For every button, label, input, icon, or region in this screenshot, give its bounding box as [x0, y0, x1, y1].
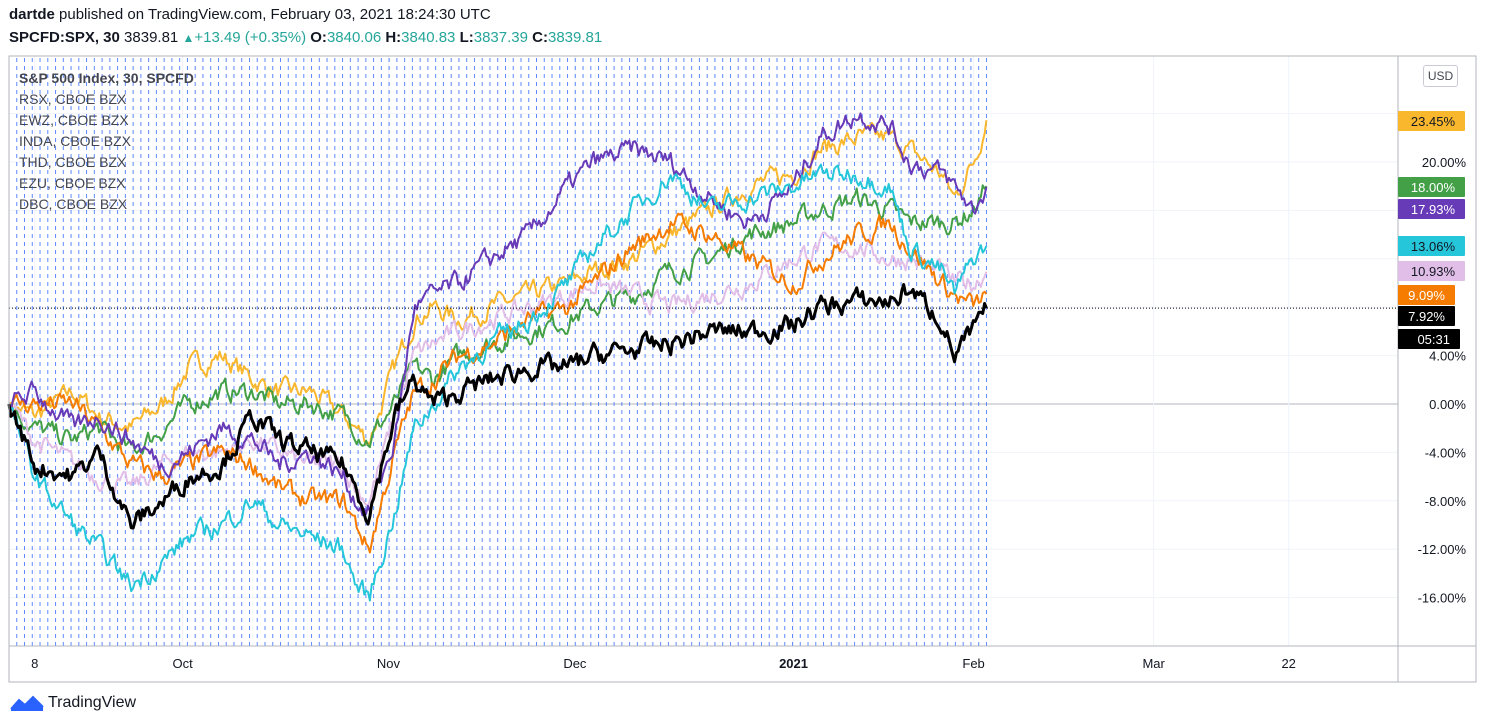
x-tick-label: Mar — [1142, 656, 1165, 671]
series-line — [8, 184, 988, 455]
chart-frame — [8, 55, 1477, 683]
legend-item[interactable]: DBC, CBOE BZX — [19, 196, 128, 212]
last-value-text: 17.93% — [1411, 202, 1456, 217]
countdown-text: 05:31 — [1417, 332, 1450, 347]
low-label: L: — [459, 29, 474, 46]
open-label: O: — [310, 29, 327, 46]
y-tick-label: -4.00% — [1425, 445, 1467, 460]
x-tick-label: 2021 — [779, 656, 808, 671]
y-tick-label: -16.00% — [1418, 591, 1467, 606]
series-lines — [7, 112, 1398, 602]
high-value: 3840.83 — [401, 29, 456, 46]
last-value-label — [1398, 306, 1455, 326]
countdown-label — [1398, 329, 1460, 349]
y-tick-label: 0.00% — [1429, 397, 1466, 412]
tradingview-logo-icon — [10, 695, 44, 711]
last-value-text: 13.06% — [1411, 239, 1456, 254]
last-value-text: 10.93% — [1411, 264, 1456, 279]
series-line — [8, 112, 988, 517]
close-label: C: — [532, 29, 548, 46]
publish-info: dartde published on TradingView.com, Feb… — [9, 6, 491, 23]
series-line — [8, 120, 988, 446]
series-legend: S&P 500 Index, 30, SPCFD RSX, CBOE BZX E… — [19, 68, 194, 215]
series-line — [7, 283, 988, 530]
high-label: H: — [385, 29, 402, 46]
last-value-text: 7.92% — [1408, 309, 1445, 324]
axes: 20.00% 4.00% 0.00% -4.00% -8.00% -12.00% -16.0… — [8, 55, 1477, 683]
last-value-label — [1398, 236, 1465, 256]
y-tick-label: -8.00% — [1425, 494, 1467, 509]
x-tick-label: 22 — [1281, 656, 1295, 671]
legend-item-main[interactable]: S&P 500 Index, 30, SPCFD — [19, 70, 194, 86]
legend-item[interactable]: RSX, CBOE BZX — [19, 91, 127, 107]
last-price: 3839.81 — [124, 29, 179, 46]
y-tick-label: 4.00% — [1429, 349, 1466, 364]
legend-item[interactable]: EWZ, CBOE BZX — [19, 112, 129, 128]
last-value-text: 9.09% — [1408, 288, 1445, 303]
session-dividers — [16, 58, 987, 646]
series-line — [8, 231, 988, 507]
brand-footer[interactable]: TradingView — [10, 694, 136, 712]
grid — [9, 56, 1398, 646]
series-line — [8, 163, 988, 602]
x-tick-label: 8 — [31, 656, 38, 671]
legend-item[interactable]: EZU, CBOE BZX — [19, 175, 126, 191]
legend-item[interactable]: THD, CBOE BZX — [19, 154, 127, 170]
x-tick-label: Feb — [962, 656, 984, 671]
author-name[interactable]: dartde — [9, 6, 55, 23]
last-value-label — [1398, 285, 1455, 305]
x-tick-label: Dec — [563, 656, 587, 671]
currency-button[interactable]: USD — [1423, 65, 1458, 87]
triangle-up-icon: ▲ — [182, 31, 195, 45]
open-value: 3840.06 — [326, 29, 382, 46]
x-tick-label: Nov — [377, 656, 401, 671]
symbol-label: SPCFD:SPX, 30 — [9, 29, 120, 46]
y-tick-label: 20.00% — [1422, 155, 1467, 170]
x-tick-label: Oct — [173, 656, 194, 671]
last-value-label — [1398, 199, 1465, 219]
low-value: 3837.39 — [473, 29, 528, 46]
y-tick-label: -12.00% — [1418, 542, 1467, 557]
last-value-text: 18.00% — [1411, 180, 1456, 195]
last-value-label — [1398, 261, 1465, 281]
last-value-labels: 23.45% 18.00% 17.93% 13.06% 10.93% 9.09% 7.92%… — [1398, 111, 1465, 349]
last-value-text: 23.45% — [1411, 114, 1456, 129]
ohlc-bar: SPCFD:SPX, 30 3839.81 ▲+13.49 (+0.35%) O… — [9, 29, 602, 46]
brand-name: TradingView — [48, 694, 137, 711]
last-value-label — [1398, 177, 1465, 197]
published-text: published on TradingView.com, February 0… — [59, 6, 491, 23]
last-value-label — [1398, 111, 1465, 131]
legend-item[interactable]: INDA, CBOE BZX — [19, 133, 132, 149]
close-value: 3839.81 — [547, 29, 603, 46]
price-change: +13.49 (+0.35%) — [194, 29, 307, 46]
